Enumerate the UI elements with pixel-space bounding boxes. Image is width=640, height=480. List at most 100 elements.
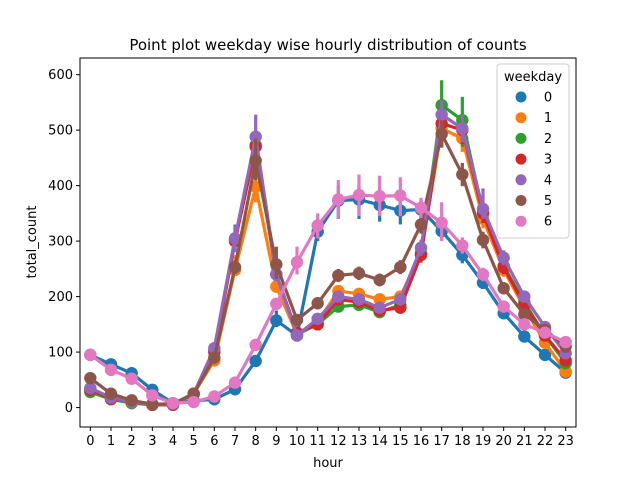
point-5-7: [228, 260, 242, 274]
x-tick-label-8: 8: [252, 434, 260, 449]
point-6-16: [414, 201, 428, 215]
series-line-5: [89, 132, 567, 406]
x-tick-label-2: 2: [128, 434, 136, 449]
x-tick-label-10: 10: [289, 434, 306, 449]
x-tick-label-21: 21: [516, 434, 533, 449]
legend-label-0: 0: [544, 91, 552, 106]
point-6-18: [456, 239, 469, 252]
x-tick-label-1: 1: [107, 434, 115, 449]
legend-box: [496, 63, 570, 239]
point-6-2: [125, 372, 138, 385]
point-6-0: [84, 348, 97, 362]
point-4-19: [476, 202, 490, 216]
series-line-4: [89, 112, 567, 406]
point-4-20: [497, 251, 510, 264]
point-6-20: [497, 300, 510, 313]
point-6-7: [228, 376, 242, 389]
x-tick-label-5: 5: [190, 434, 198, 449]
point-5-18: [456, 168, 469, 181]
point-6-3: [146, 389, 159, 402]
x-tick-label-17: 17: [433, 434, 450, 449]
point-5-14: [373, 273, 386, 287]
x-tick-label-13: 13: [351, 434, 368, 449]
legend-marker-4: [515, 174, 527, 186]
x-tick-label-3: 3: [148, 434, 156, 449]
legend-marker-3: [515, 153, 527, 165]
legend-label-2: 2: [544, 132, 552, 147]
point-6-21: [518, 318, 531, 331]
legend-label-5: 5: [544, 194, 552, 209]
plot-area: [79, 57, 577, 428]
point-5-21: [518, 308, 531, 321]
legend-label-6: 6: [544, 215, 552, 230]
legend-label-4: 4: [544, 173, 552, 188]
point-6-6: [208, 390, 221, 403]
legend-marker-2: [515, 132, 527, 144]
x-tick-label-22: 22: [537, 434, 554, 449]
point-4-17: [435, 108, 448, 121]
x-tick-label-15: 15: [392, 434, 409, 449]
point-5-8: [249, 154, 262, 167]
point-5-16: [414, 218, 428, 231]
x-tick-label-4: 4: [169, 434, 177, 449]
x-tick-label-14: 14: [371, 434, 388, 449]
point-4-18: [456, 122, 469, 135]
point-0-8: [249, 354, 262, 368]
point-6-5: [187, 395, 200, 409]
x-tick-label-12: 12: [330, 434, 347, 449]
point-6-17: [435, 216, 448, 230]
y-axis-label: total_count: [25, 206, 40, 279]
x-tick-label-20: 20: [495, 434, 512, 449]
series-line-2: [89, 103, 567, 407]
point-6-14: [373, 189, 386, 203]
point-5-1: [104, 387, 118, 400]
legend-label-3: 3: [544, 153, 552, 168]
point-6-19: [476, 268, 490, 281]
y-tick-label-100: 100: [48, 346, 73, 361]
x-tick-label-16: 16: [413, 434, 430, 449]
legend-marker-6: [515, 215, 527, 227]
y-axis-ticks: 0 100 200 300 400 500 600: [48, 68, 80, 416]
point-6-4: [166, 396, 180, 410]
plot-frame: [79, 57, 577, 428]
point-4-8: [249, 130, 262, 143]
point-4-14: [373, 301, 386, 314]
point-4-12: [332, 290, 345, 303]
point-5-15: [394, 260, 407, 274]
x-tick-label-6: 6: [210, 434, 218, 449]
point-5-20: [497, 282, 510, 295]
point-6-13: [352, 188, 366, 202]
chart-title: Point plot weekday wise hourly distribut…: [129, 36, 527, 54]
y-tick-label-300: 300: [48, 235, 73, 250]
legend: weekday 0 1 2 3 4 5 6: [496, 63, 570, 239]
point-4-16: [414, 241, 428, 254]
point-6-15: [394, 189, 407, 202]
y-tick-label-400: 400: [48, 179, 73, 194]
point-4-10: [290, 329, 304, 342]
point-4-7: [228, 232, 242, 245]
x-tick-label-7: 7: [231, 434, 239, 449]
point-4-11: [311, 312, 324, 325]
point-5-10: [290, 313, 304, 327]
point-6-11: [311, 219, 324, 232]
point-5-12: [332, 269, 345, 282]
point-5-3: [146, 398, 159, 411]
y-tick-label-0: 0: [65, 401, 73, 416]
point-6-12: [332, 193, 345, 206]
point-6-10: [290, 255, 304, 269]
series-6: [84, 174, 572, 410]
point-5-6: [208, 351, 221, 364]
point-6-1: [104, 363, 118, 377]
point-5-9: [270, 258, 283, 271]
point-5-13: [352, 267, 366, 280]
point-5-2: [125, 394, 138, 407]
point-0-21: [518, 330, 531, 343]
series-group: [84, 80, 572, 412]
x-tick-label-23: 23: [557, 434, 574, 449]
point-6-9: [270, 297, 283, 311]
series-line-0: [89, 197, 567, 405]
x-tick-label-11: 11: [309, 434, 326, 449]
x-axis-label: hour: [313, 456, 343, 471]
legend-marker-0: [515, 91, 527, 103]
x-axis-ticks: 0 1 2 3 4 5 6 7 8 9 10 11 12 13 14 15 16 17 18 19 20 21 22 23: [86, 427, 574, 449]
